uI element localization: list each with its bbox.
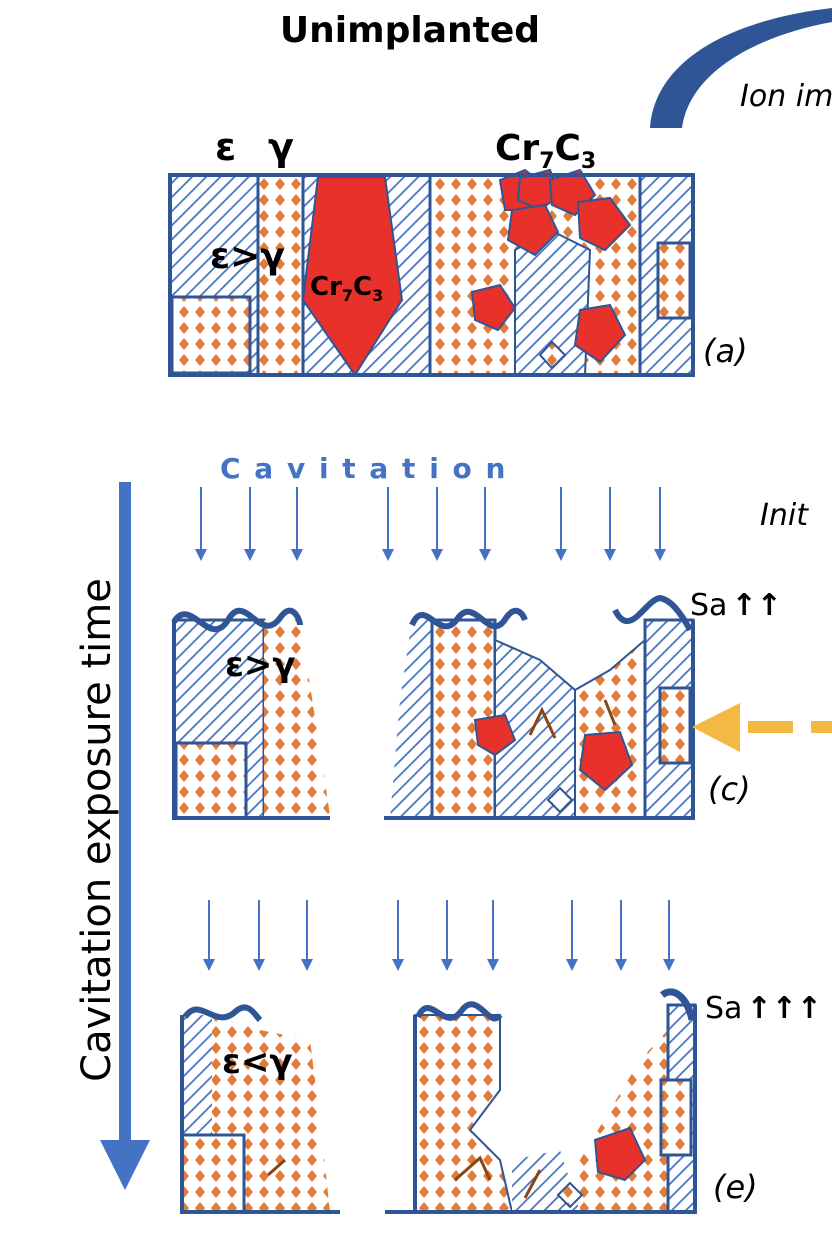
epsilon-label: ε — [215, 125, 236, 169]
surface-wave-c3 — [612, 594, 693, 632]
exposure-time-label: Cavitation exposure time — [74, 578, 120, 1082]
roughness-label-e: Sa ↑↑↑ — [705, 991, 822, 1026]
time-arrow-head — [100, 1140, 150, 1190]
title: Unimplanted — [280, 10, 540, 51]
gamma-label: γ — [268, 125, 294, 169]
surface-wave-e1 — [182, 1004, 263, 1023]
carbide-label-top: Cr7C3 — [495, 128, 596, 174]
carbide-label-inner: Cr7C3 — [310, 272, 383, 305]
ratio-label-c: ε>γ — [225, 645, 296, 685]
roughness-label-c: Sa ↑↑ — [690, 588, 782, 623]
panel-tag-c: (c) — [708, 770, 751, 808]
surface-wave-c1 — [171, 607, 303, 633]
initial-label-partial: Init — [760, 498, 809, 533]
panel-e: ε<γ Sa ↑↑↑ (e) — [180, 988, 822, 1214]
ion-implantation-label: Ion im — [740, 79, 832, 114]
dashed-arrow-head — [692, 703, 740, 752]
surface-wave-e2 — [415, 1001, 503, 1022]
carbide-particles — [470, 168, 632, 364]
surface-wave-e3 — [659, 988, 696, 1021]
panel-a: ε>γ Cr7C3 (a) — [168, 168, 748, 377]
cavitation-arrows-c — [195, 487, 666, 561]
surface-wave-c2 — [409, 607, 528, 630]
ratio-label-e: ε<γ — [222, 1042, 293, 1082]
cavitation-label: C a v i t a t i o n — [220, 452, 507, 485]
ratio-label-a: ε>γ — [210, 236, 285, 277]
ion-implantation-arc-arrow — [650, 8, 832, 128]
cavitation-arrows-e — [203, 900, 675, 971]
panel-tag-e: (e) — [713, 1168, 758, 1206]
time-arrow-shaft — [119, 482, 131, 1142]
panel-tag-a: (a) — [703, 332, 748, 370]
panel-c: ε>γ Sa ↑↑ (c) — [171, 588, 782, 820]
